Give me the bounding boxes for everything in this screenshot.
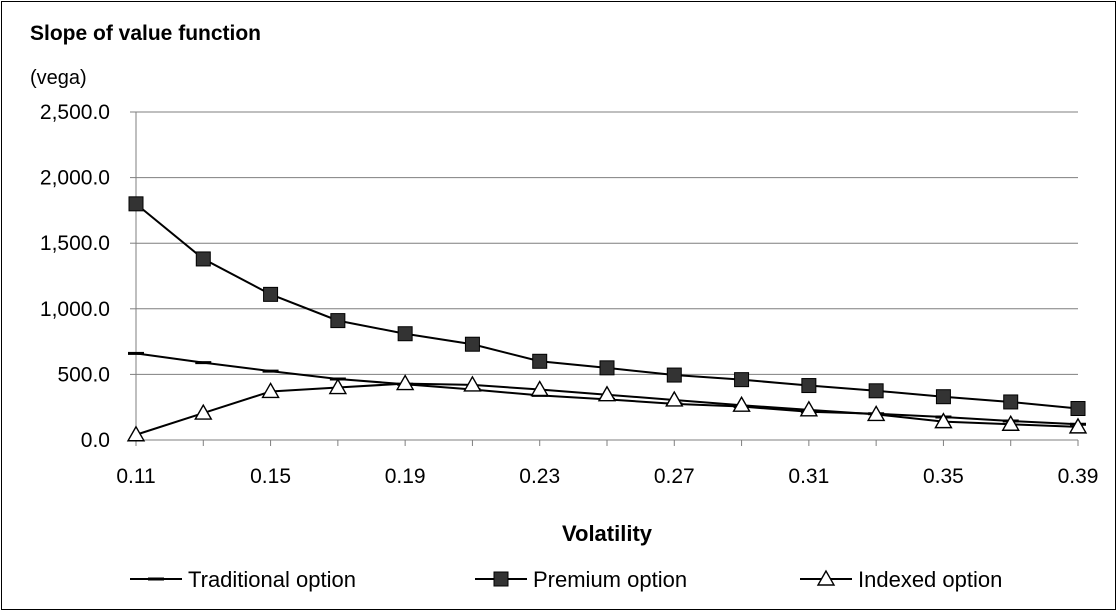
legend-label: Premium option xyxy=(533,567,687,592)
data-point xyxy=(734,372,750,388)
data-point xyxy=(530,380,549,397)
y-tick-labels: 0.0 500.0 1,000.0 1,500.0 2,000.0 2,500.0 xyxy=(40,101,110,452)
data-point xyxy=(799,400,819,417)
x-tick-label: 0.23 xyxy=(519,465,560,488)
data-point xyxy=(935,389,951,405)
series-premium-option xyxy=(128,196,1086,417)
y-tick-label: 2,000.0 xyxy=(40,167,110,190)
x-tick-label: 0.39 xyxy=(1058,465,1099,488)
data-point xyxy=(195,251,211,267)
y-tick-label: 1,500.0 xyxy=(40,232,110,255)
data-point xyxy=(330,313,346,329)
data-point xyxy=(732,395,751,412)
gridlines xyxy=(136,111,1078,375)
data-point xyxy=(463,375,482,392)
x-tick-label: 0.15 xyxy=(250,465,291,488)
data-point xyxy=(801,378,817,394)
data-point xyxy=(261,382,280,399)
legend-marker xyxy=(493,571,509,587)
data-point xyxy=(395,374,415,391)
y-tick-label: 1,000.0 xyxy=(40,298,110,321)
y-axis-unit-label: (vega) xyxy=(30,67,87,89)
legend-marker xyxy=(816,569,836,586)
data-point xyxy=(1001,414,1020,431)
series-line xyxy=(135,203,1079,410)
series-indexed-option xyxy=(126,374,1088,442)
y-tick-label: 0.0 xyxy=(81,429,110,452)
data-point xyxy=(665,390,684,407)
x-tick-label: 0.11 xyxy=(116,465,155,488)
data-point xyxy=(934,412,953,429)
data-point xyxy=(397,326,413,342)
legend-entry: Indexed option xyxy=(800,567,1002,592)
x-axis-label: Volatility xyxy=(562,521,653,546)
data-point xyxy=(599,360,615,376)
series-lines xyxy=(126,196,1088,442)
data-point xyxy=(868,383,884,399)
data-point xyxy=(666,367,682,383)
data-point xyxy=(126,425,146,442)
data-point xyxy=(597,385,617,402)
data-point xyxy=(1003,394,1019,410)
legend: Traditional option Premium option Indexed … xyxy=(130,567,1002,592)
data-point xyxy=(263,286,279,302)
x-tick-labels: 0.11 0.15 0.19 0.23 0.27 0.31 0.35 0.39 xyxy=(116,465,1098,488)
data-point xyxy=(128,196,144,212)
x-tick-label: 0.19 xyxy=(385,465,426,488)
data-point xyxy=(328,378,348,395)
legend-entry: Traditional option xyxy=(130,567,356,592)
data-point xyxy=(1068,417,1088,434)
data-point xyxy=(1070,401,1086,417)
legend-entry: Premium option xyxy=(475,567,687,592)
legend-label: Traditional option xyxy=(188,567,356,592)
x-tick-label: 0.27 xyxy=(654,465,695,488)
y-tick-label: 2,500.0 xyxy=(40,101,110,124)
y-tick-label: 500.0 xyxy=(57,363,110,386)
chart-title: Slope of value function xyxy=(30,22,261,45)
x-tick-label: 0.31 xyxy=(788,465,829,488)
data-point xyxy=(532,353,548,369)
axes xyxy=(130,111,1079,446)
x-tick-label: 0.35 xyxy=(923,465,964,488)
data-point xyxy=(866,405,886,422)
data-point xyxy=(194,403,213,420)
data-point xyxy=(464,336,480,352)
legend-label: Indexed option xyxy=(858,567,1002,592)
